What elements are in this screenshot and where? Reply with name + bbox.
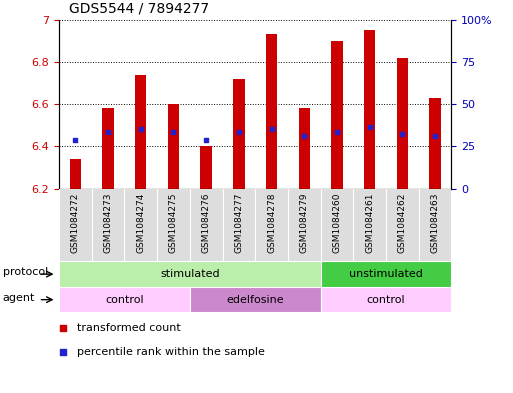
Point <box>169 129 177 135</box>
Point <box>287 230 295 236</box>
Point <box>333 129 341 135</box>
Bar <box>429 98 441 189</box>
Point <box>267 126 275 132</box>
Text: control: control <box>105 295 144 305</box>
Point <box>287 15 295 22</box>
Bar <box>135 75 147 189</box>
Text: GSM1084261: GSM1084261 <box>365 192 374 253</box>
Text: GSM1084274: GSM1084274 <box>136 192 145 253</box>
Bar <box>59 261 321 287</box>
Text: GSM1084272: GSM1084272 <box>71 192 80 253</box>
Bar <box>201 146 212 189</box>
Text: GSM1084273: GSM1084273 <box>104 192 112 253</box>
Text: GSM1084263: GSM1084263 <box>430 192 440 253</box>
Text: GSM1084278: GSM1084278 <box>267 192 276 253</box>
Text: transformed count: transformed count <box>76 323 181 333</box>
Bar <box>233 79 245 189</box>
Bar <box>59 287 190 312</box>
Bar <box>70 159 81 189</box>
Point <box>300 133 308 139</box>
Text: protocol: protocol <box>3 267 48 277</box>
Text: unstimulated: unstimulated <box>349 269 423 279</box>
Point <box>202 137 210 143</box>
Bar <box>331 41 343 189</box>
Bar <box>321 287 451 312</box>
Bar <box>190 287 321 312</box>
Text: GSM1084260: GSM1084260 <box>332 192 342 253</box>
Text: GDS5544 / 7894277: GDS5544 / 7894277 <box>69 2 209 16</box>
Bar <box>299 108 310 189</box>
Bar <box>364 30 376 189</box>
Bar <box>168 104 179 189</box>
Bar <box>102 108 114 189</box>
Text: percentile rank within the sample: percentile rank within the sample <box>76 347 265 357</box>
Text: GSM1084277: GSM1084277 <box>234 192 243 253</box>
Point <box>398 130 406 137</box>
Point <box>366 124 374 130</box>
Point <box>104 129 112 135</box>
Text: GSM1084279: GSM1084279 <box>300 192 309 253</box>
Text: edelfosine: edelfosine <box>226 295 284 305</box>
Point <box>71 137 80 143</box>
Text: agent: agent <box>3 293 35 303</box>
Point <box>431 133 439 139</box>
Text: control: control <box>367 295 405 305</box>
Text: stimulated: stimulated <box>160 269 220 279</box>
Bar <box>266 35 278 189</box>
Bar <box>321 261 451 287</box>
Point <box>235 129 243 135</box>
Point <box>136 126 145 132</box>
Bar <box>397 58 408 189</box>
Text: GSM1084262: GSM1084262 <box>398 192 407 253</box>
Text: GSM1084275: GSM1084275 <box>169 192 178 253</box>
Text: GSM1084276: GSM1084276 <box>202 192 211 253</box>
